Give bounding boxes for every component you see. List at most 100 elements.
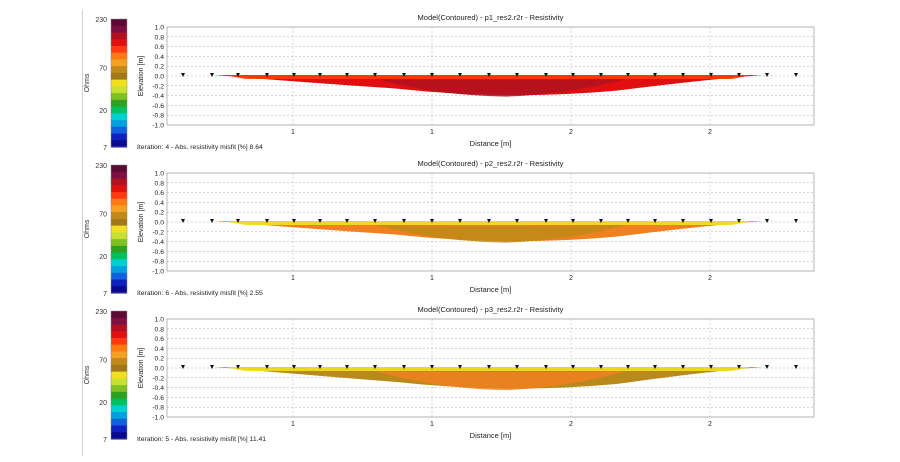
colorbar-swatch [111, 391, 127, 400]
colorbar-swatch [111, 126, 127, 135]
electrode-marker [487, 365, 491, 370]
y-tick-label: 0.2 [155, 210, 165, 217]
electrode-marker [515, 219, 519, 224]
electrode-marker [402, 365, 406, 370]
electrode-marker [515, 365, 519, 370]
electrode-marker [210, 219, 214, 224]
y-tick-label: 0.8 [155, 34, 165, 41]
colorbar-swatch [111, 398, 127, 406]
x-tick-label: 2 [708, 275, 712, 282]
colorbar-swatch [111, 205, 127, 213]
colorbar-label: 7 [103, 437, 107, 444]
resistivity-section-surface [225, 75, 752, 80]
y-axis-label: Elevation [m] [138, 56, 145, 97]
resistivity-section-core [376, 225, 627, 243]
colorbar-label: 20 [99, 400, 107, 407]
x-tick-label: 2 [708, 129, 712, 136]
colorbar-unit-label: Ohms [84, 219, 91, 238]
y-tick-label: 1.0 [155, 171, 165, 178]
window-left-border [82, 10, 83, 456]
electrode-marker [626, 73, 630, 78]
electrode-marker [181, 219, 185, 224]
chart-title: Model(Contoured) - p3_res2.r2r - Resisti… [418, 305, 564, 314]
electrode-marker [292, 73, 296, 78]
electrode-marker [737, 219, 741, 224]
electrode-marker [210, 365, 214, 370]
electrode-marker [430, 365, 434, 370]
colorbar-swatch [111, 358, 127, 366]
charts-svg: 230 70 20 7 Ohms Model(Contoured) - p1_res2.r… [84, 13, 815, 444]
electrode-marker [430, 219, 434, 224]
electrode-marker [318, 365, 322, 370]
colorbar-swatch [111, 245, 127, 254]
electrode-marker [181, 365, 185, 370]
y-tick-label: -0.2 [152, 229, 164, 236]
electrode-marker [599, 73, 603, 78]
y-tick-label: 0.6 [155, 44, 165, 51]
electrode-marker [737, 73, 741, 78]
colorbar-swatch [111, 405, 127, 413]
colorbar-swatch [111, 19, 127, 27]
y-tick-label: -1.0 [152, 415, 164, 422]
resistivity-section-surface [225, 367, 752, 372]
colorbar-swatch [111, 279, 127, 287]
colorbar-swatch [111, 52, 127, 61]
x-axis-label: Distance [m] [470, 139, 512, 148]
electrode-marker [181, 73, 185, 78]
electrode-marker [626, 365, 630, 370]
electrode-marker [709, 365, 713, 370]
colorbar-swatch [111, 331, 127, 339]
electrode-marker [373, 219, 377, 224]
y-axis-label: Elevation [m] [138, 202, 145, 243]
colorbar-swatch [111, 232, 127, 240]
electrode-marker [571, 73, 575, 78]
colorbar-swatch [111, 344, 127, 353]
colorbar-label: 70 [99, 66, 107, 73]
electrode-marker [236, 219, 240, 224]
colorbar-swatch [111, 93, 127, 101]
electrode-marker [236, 365, 240, 370]
electrode-marker [373, 73, 377, 78]
colorbar-frame [110, 18, 128, 148]
colorbar-swatch [111, 272, 127, 281]
electrode-marker [265, 365, 269, 370]
electrode-marker [626, 219, 630, 224]
x-tick-label: 1 [291, 421, 295, 428]
colorbar-swatch [111, 79, 127, 87]
y-tick-label: 0.2 [155, 64, 165, 71]
y-tick-label: -0.2 [152, 375, 164, 382]
colorbar-swatch [111, 25, 127, 34]
electrode-marker [402, 219, 406, 224]
electrode-marker [345, 73, 349, 78]
colorbar-swatch [111, 337, 127, 346]
y-tick-label: -0.8 [152, 405, 164, 412]
y-tick-label: 0.4 [155, 54, 165, 61]
colorbar-swatch [111, 212, 127, 220]
chart-title: Model(Contoured) - p1_res2.r2r - Resisti… [418, 13, 564, 22]
resistivity-section-core [376, 371, 627, 391]
electrode-marker [571, 219, 575, 224]
colorbar-swatch [111, 225, 127, 233]
y-tick-label: -0.2 [152, 83, 164, 90]
electrode-marker [794, 365, 798, 370]
electrode-marker [681, 219, 685, 224]
electrode-marker [544, 365, 548, 370]
electrode-marker [458, 73, 462, 78]
colorbar-label: 7 [103, 291, 107, 298]
electrode-marker [794, 73, 798, 78]
electrode-marker [653, 73, 657, 78]
electrode-marker [653, 219, 657, 224]
colorbar-swatch [111, 259, 127, 267]
y-tick-label: -0.6 [152, 103, 164, 110]
iteration-footer: Iteration: 6 - Abs. resistivity misfit [… [137, 290, 263, 297]
colorbar-swatch [111, 324, 127, 332]
colorbar-swatch [111, 418, 127, 427]
electrode-marker [765, 365, 769, 370]
electrode-marker [458, 365, 462, 370]
colorbar-swatch [111, 66, 127, 74]
colorbar-unit-label: Ohms [84, 365, 91, 384]
electrode-marker [373, 365, 377, 370]
y-tick-label: 0.0 [155, 220, 165, 227]
electrode-marker [709, 73, 713, 78]
y-tick-label: -0.4 [152, 385, 164, 392]
